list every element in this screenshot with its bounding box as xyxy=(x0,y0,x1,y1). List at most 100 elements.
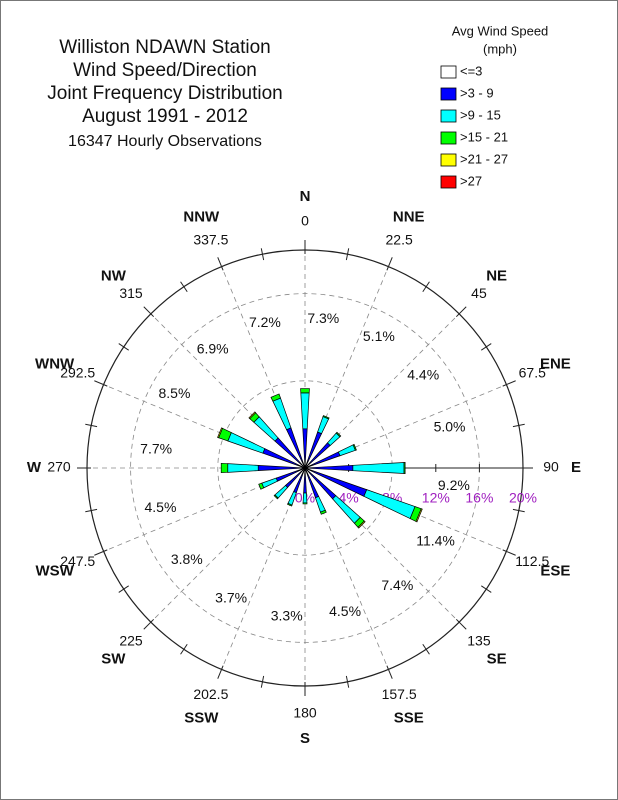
angle-label: 45 xyxy=(471,285,487,301)
frequency-label: 3.3% xyxy=(271,608,303,624)
legend-swatch xyxy=(440,175,457,189)
angle-label: 292.5 xyxy=(60,365,95,381)
angle-label: 0 xyxy=(301,213,309,229)
minor-tick xyxy=(260,675,265,688)
direction-label: NNE xyxy=(393,209,425,226)
legend-label: >15 - 21 xyxy=(460,129,508,144)
rose-segment xyxy=(357,520,366,529)
minor-tick xyxy=(480,343,492,351)
title-line: Williston NDAWN Station xyxy=(59,37,271,58)
legend-swatch xyxy=(440,153,457,167)
frequency-label: 7.4% xyxy=(381,577,413,593)
frequency-label: 5.0% xyxy=(434,419,466,435)
legend-title: (mph) xyxy=(483,41,517,56)
title-line: Joint Frequency Distribution xyxy=(47,83,283,104)
rose-segment xyxy=(273,494,279,500)
angle-label: 67.5 xyxy=(519,365,546,381)
minor-tick xyxy=(180,643,188,655)
legend-title: Avg Wind Speed xyxy=(452,23,549,38)
angle-label: 247.5 xyxy=(60,553,95,569)
direction-label: W xyxy=(27,459,42,476)
minor-tick xyxy=(345,675,350,688)
frequency-label: 11.4% xyxy=(416,533,455,549)
minor-tick xyxy=(422,281,430,293)
direction-label: N xyxy=(300,188,311,205)
rose-segment xyxy=(335,431,342,438)
direction-tick xyxy=(217,257,224,271)
minor-tick xyxy=(512,508,525,513)
rose-segment xyxy=(415,508,423,523)
direction-label: S xyxy=(300,730,310,747)
legend-swatch xyxy=(440,131,457,145)
rose-segment xyxy=(403,462,406,474)
rose-segment xyxy=(248,411,257,420)
direction-label: E xyxy=(571,459,581,476)
minor-tick xyxy=(422,643,430,655)
direction-label: SSE xyxy=(394,709,424,726)
direction-tick xyxy=(455,306,467,318)
frequency-label: 6.9% xyxy=(197,341,229,357)
angle-label: 90 xyxy=(543,459,559,475)
angle-label: 135 xyxy=(467,633,491,649)
direction-label: SW xyxy=(101,651,126,668)
frequency-label: 5.1% xyxy=(363,328,395,344)
direction-tick xyxy=(143,618,155,630)
frequency-label: 4.4% xyxy=(407,366,439,382)
angle-label: 315 xyxy=(119,285,143,301)
rose-segment xyxy=(258,482,265,490)
frequency-label: 3.8% xyxy=(171,551,203,567)
angle-label: 112.5 xyxy=(515,553,549,569)
minor-tick xyxy=(260,248,265,261)
radial-tick-label: 4% xyxy=(338,490,358,506)
angle-label: 337.5 xyxy=(193,231,228,247)
direction-tick xyxy=(143,306,155,318)
rose-segment xyxy=(300,388,310,394)
direction-label: ENE xyxy=(540,355,571,372)
direction-tick xyxy=(502,380,516,387)
direction-label: SSW xyxy=(184,709,219,726)
direction-label: NE xyxy=(486,267,507,284)
minor-tick xyxy=(85,423,98,428)
direction-tick xyxy=(455,618,467,630)
direction-label: WNW xyxy=(35,355,75,372)
title-line: August 1991 - 2012 xyxy=(82,106,248,127)
angle-label: 202.5 xyxy=(193,686,228,702)
frequency-label: 3.7% xyxy=(215,589,247,605)
direction-tick xyxy=(502,549,516,556)
legend-label: <=3 xyxy=(460,63,482,78)
direction-tick xyxy=(217,665,224,679)
angle-label: 22.5 xyxy=(386,231,413,247)
direction-tick xyxy=(386,665,393,679)
angle-label: 225 xyxy=(119,633,143,649)
frequency-label: 8.5% xyxy=(158,385,190,401)
minor-tick xyxy=(512,423,525,428)
frequency-label: 7.2% xyxy=(249,314,281,330)
frequency-label: 4.5% xyxy=(144,499,176,515)
minor-tick xyxy=(118,585,130,593)
direction-tick xyxy=(386,257,393,271)
minor-tick xyxy=(85,508,98,513)
rose-segment xyxy=(302,502,308,505)
angle-label: 270 xyxy=(47,459,71,475)
rose-segment xyxy=(352,443,357,451)
angle-label: 157.5 xyxy=(382,686,417,702)
rose-segment xyxy=(302,492,308,504)
minor-tick xyxy=(118,343,130,351)
subtitle: 16347 Hourly Observations xyxy=(68,133,262,150)
frequency-label: 9.2% xyxy=(438,477,470,493)
title-line: Wind Speed/Direction xyxy=(73,60,257,81)
direction-label: SE xyxy=(487,651,507,668)
direction-label: NW xyxy=(101,267,127,284)
legend-label: >9 - 15 xyxy=(460,107,501,122)
rose-segment xyxy=(320,509,327,515)
minor-tick xyxy=(180,281,188,293)
rose-segment xyxy=(270,393,281,402)
direction-label: NNW xyxy=(183,209,220,226)
radial-tick-label: 16% xyxy=(465,490,493,506)
frequency-label: 7.3% xyxy=(307,310,339,326)
radial-tick-label: 20% xyxy=(509,490,537,506)
direction-tick xyxy=(94,380,108,387)
legend-label: >21 - 27 xyxy=(460,151,508,166)
